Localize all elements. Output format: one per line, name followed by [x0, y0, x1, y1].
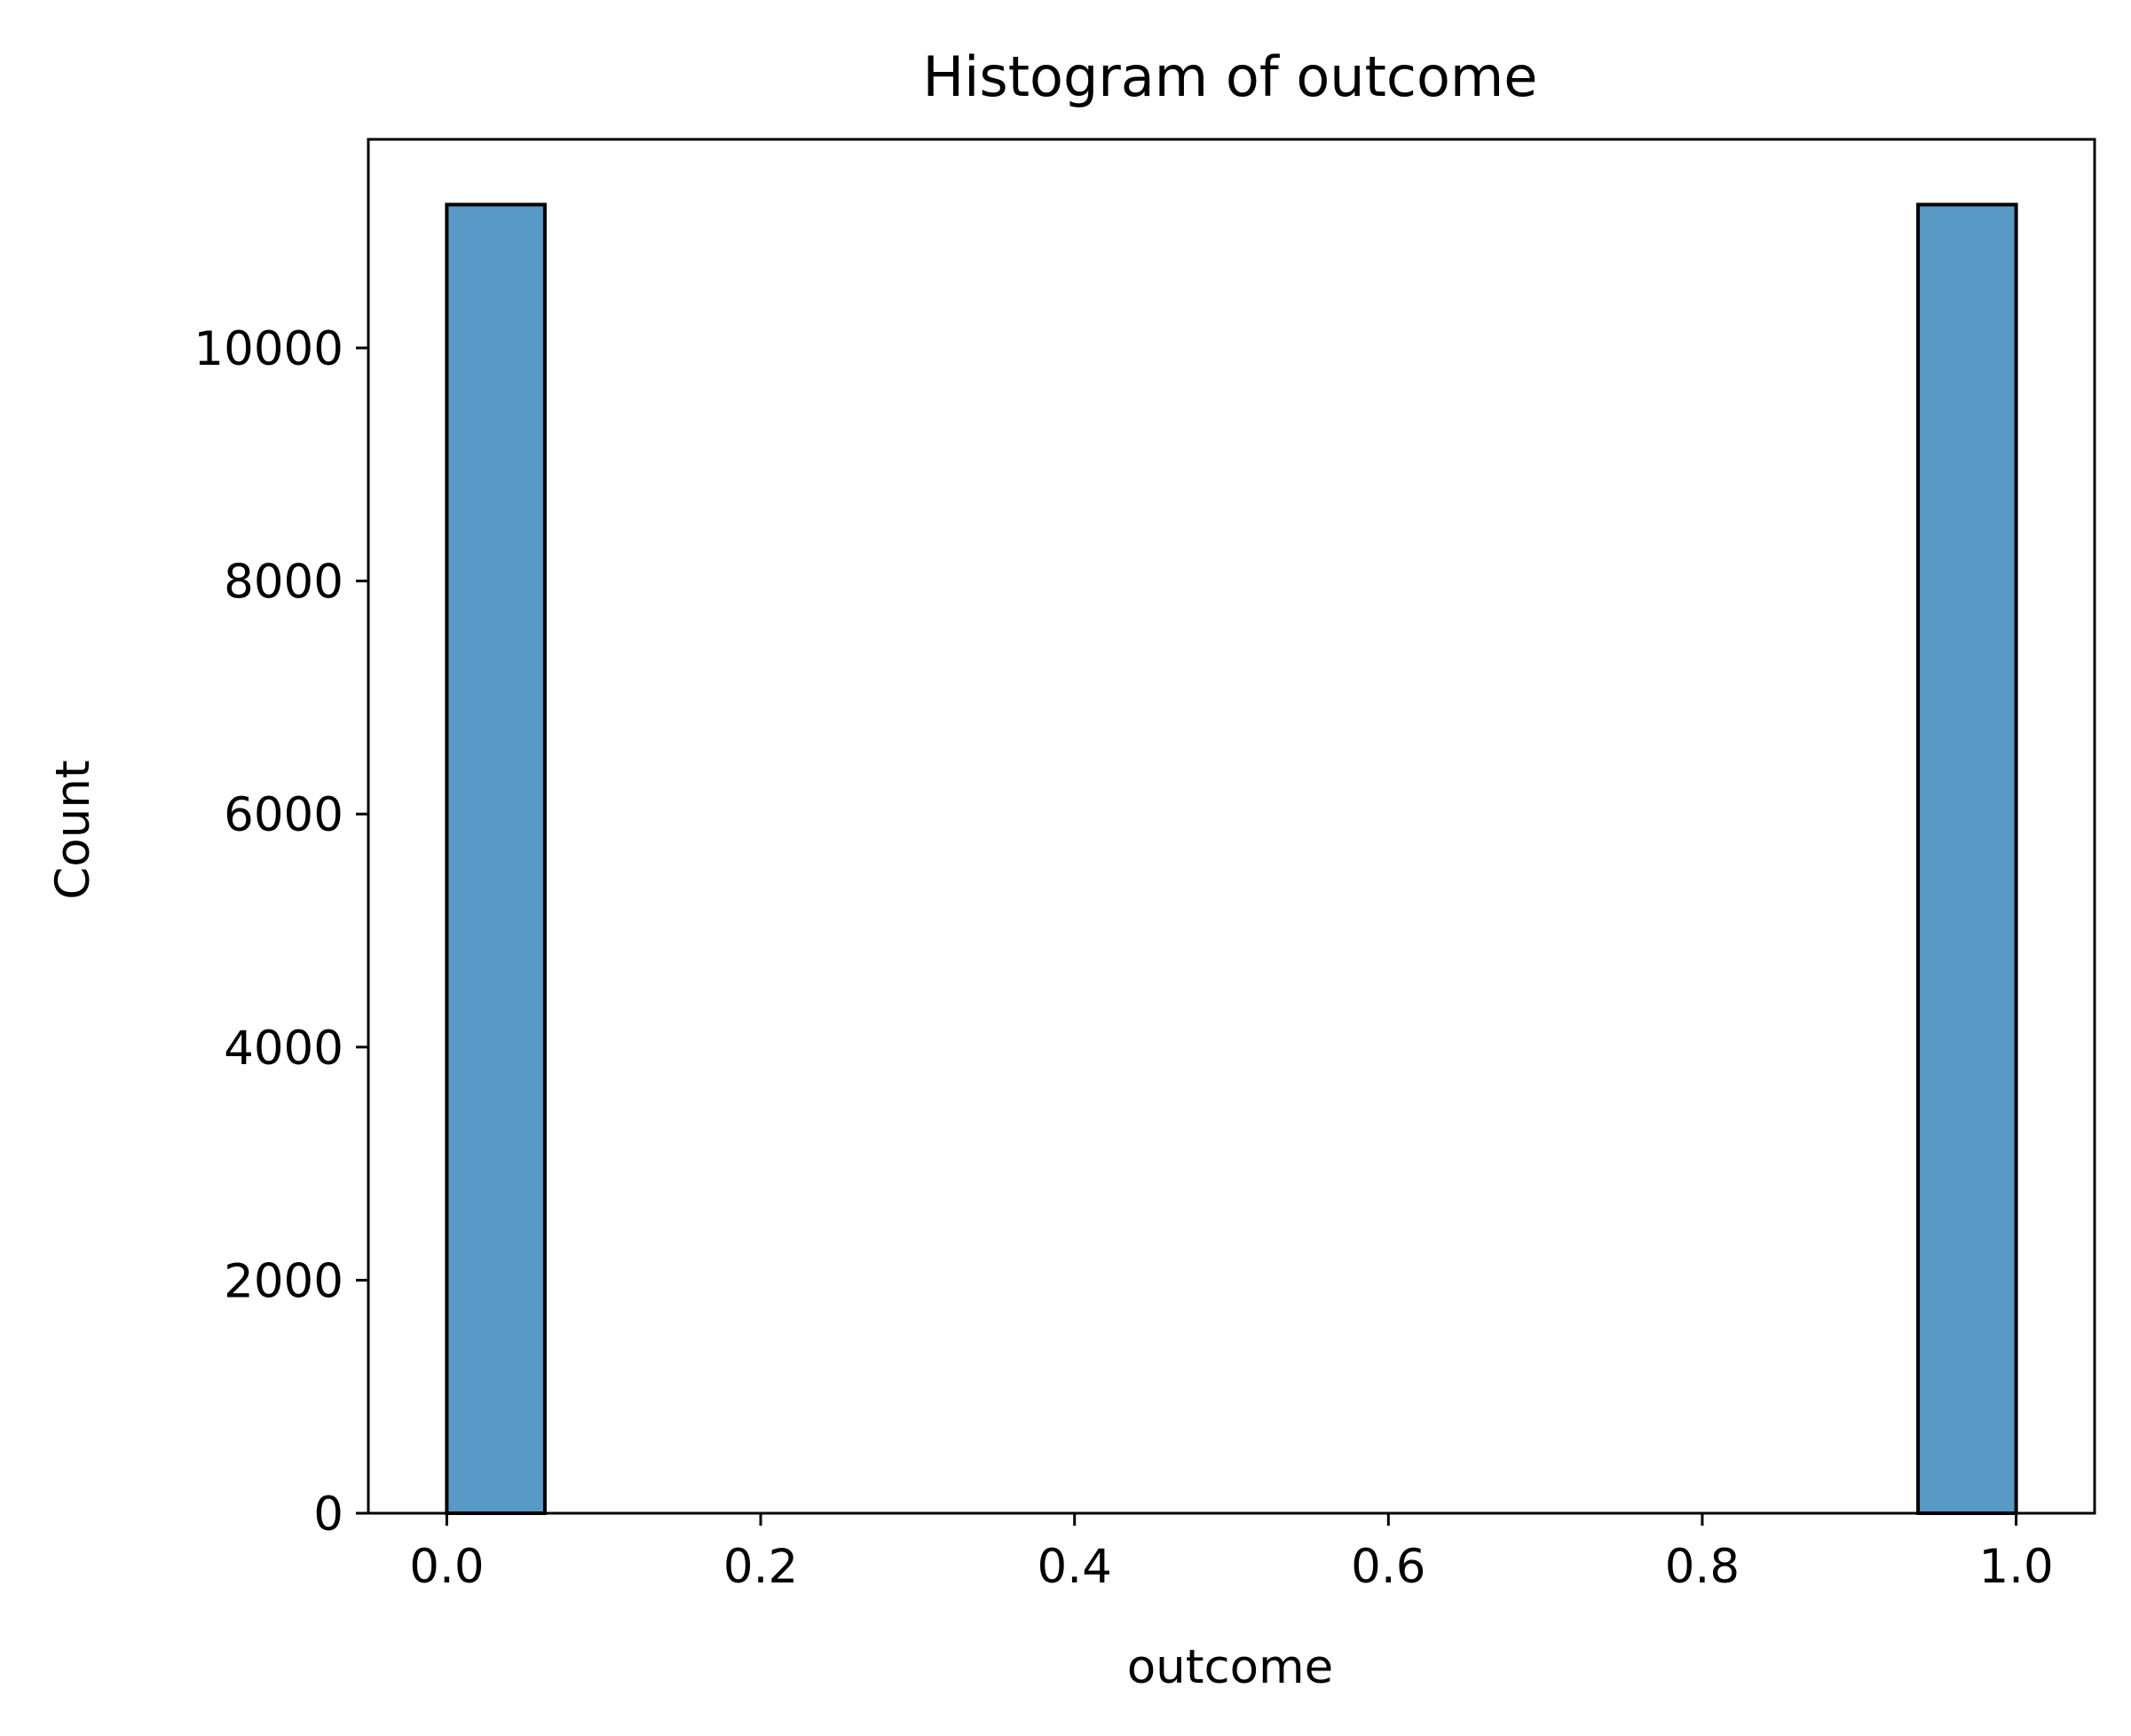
- histogram-bar-0: [445, 202, 547, 1515]
- y-tick-label-1: 2000: [224, 1254, 343, 1308]
- x-tick-label-1: 0.2: [723, 1540, 798, 1594]
- x-ticks-group: 0.0 0.2 0.4 0.6 0.8 1.0: [409, 1513, 2054, 1594]
- y-tick-label-3: 6000: [224, 788, 343, 842]
- bars-group: [445, 202, 2018, 1515]
- x-tick-label-2: 0.4: [1038, 1540, 1112, 1594]
- y-axis-label: Count: [46, 760, 100, 899]
- x-tick-label-4: 0.8: [1665, 1540, 1740, 1594]
- y-tick-label-4: 8000: [224, 556, 343, 610]
- y-tick-label-2: 4000: [224, 1022, 343, 1076]
- x-tick-label-5: 1.0: [1978, 1540, 2053, 1594]
- y-tick-label-0: 0: [313, 1487, 343, 1542]
- x-axis-label: outcome: [1127, 1640, 1334, 1694]
- histogram-bar-1: [1916, 202, 2018, 1515]
- y-tick-label-5: 10000: [193, 322, 343, 376]
- plot-frame: [367, 138, 2096, 1515]
- y-ticks-group: 0 2000 4000 6000 8000 10000: [193, 322, 368, 1542]
- x-tick-label-3: 0.6: [1351, 1540, 1425, 1594]
- x-tick-label-0: 0.0: [409, 1540, 484, 1594]
- chart-title: Histogram of outcome: [923, 44, 1538, 109]
